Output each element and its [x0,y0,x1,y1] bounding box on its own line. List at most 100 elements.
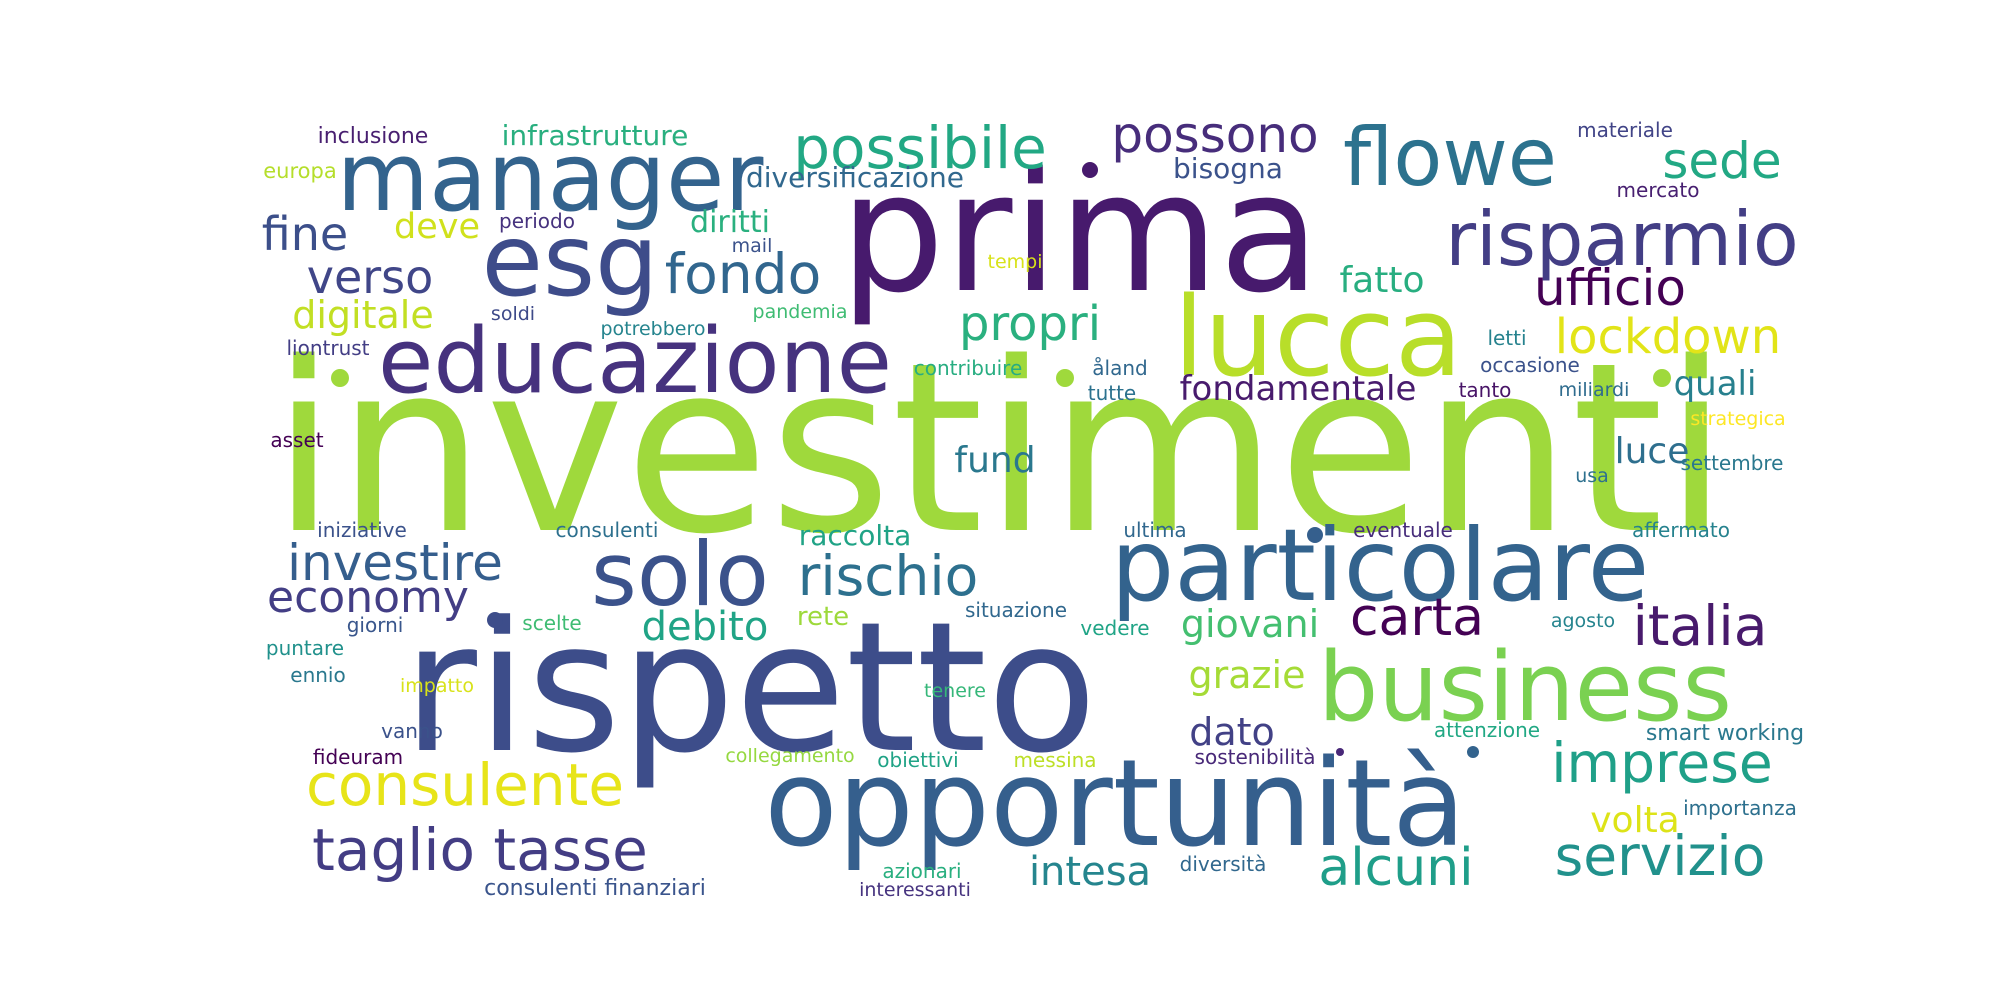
cloud-word: inclusione [318,124,429,149]
cloud-word: infrastrutture [502,119,689,152]
cloud-word: possibile [793,114,1047,182]
cloud-word: messina [1013,748,1096,772]
cloud-word: vanno [381,719,443,743]
cloud-word: consulenti [556,518,659,542]
cloud-word: possono [1111,106,1318,164]
cloud-word: ufficio [1534,259,1686,317]
cloud-word: fideuram [313,745,403,769]
cloud-word: tenere [924,680,986,702]
cloud-word: digitale [292,293,433,337]
cloud-word: pandemia [753,301,848,323]
cloud-word: business [1318,633,1732,743]
cloud-word: åland [1092,356,1147,380]
cloud-word: puntare [266,636,344,660]
cloud-word: usa [1575,465,1609,487]
cloud-word: solo [591,523,769,626]
cloud-word: prima [840,137,1320,329]
cloud-word: giovani [1181,602,1319,646]
cloud-word: opportunità [764,735,1466,874]
cloud-word: fund [954,440,1035,481]
cloud-word: impatto [400,675,474,697]
cloud-dot [1056,369,1074,387]
cloud-word: intesa [1029,849,1151,895]
cloud-word: mercato [1617,178,1700,202]
cloud-word: rispetto [403,584,1097,793]
cloud-dot [1467,746,1479,758]
cloud-word: tanto [1459,378,1512,402]
cloud-word: italia [1633,594,1768,658]
cloud-word: eventuale [1353,518,1453,542]
cloud-word: strategica [1690,408,1785,430]
cloud-word: volta [1590,800,1680,841]
cloud-word: periodo [499,209,575,233]
cloud-word: educazione [378,309,892,414]
cloud-word: collegamento [725,745,854,767]
cloud-word: imprese [1551,731,1773,795]
cloud-word: contribuire [914,356,1023,380]
cloud-word: tempi [988,251,1043,273]
cloud-word: bisogna [1173,152,1283,185]
cloud-word: occasione [1480,353,1580,377]
cloud-dot [1082,162,1098,178]
cloud-word: fondo [665,242,821,306]
cloud-word: europa [263,159,336,183]
cloud-word: diversificazione [746,161,964,194]
cloud-word: fatto [1340,260,1425,301]
cloud-word: potrebbero [600,318,705,340]
cloud-word: carta [1350,588,1484,648]
cloud-word: settembre [1681,451,1784,475]
cloud-word: interessanti [859,879,971,901]
cloud-word: propri [959,296,1101,352]
cloud-word: miliardi [1559,379,1630,401]
cloud-word: fondamentale [1180,369,1417,409]
cloud-word: alcuni [1318,838,1473,898]
cloud-word: smart working [1646,721,1804,746]
cloud-word: affermato [1632,518,1730,542]
cloud-dot [487,612,503,628]
cloud-word: consulente [306,751,624,819]
cloud-word: economy [267,572,469,623]
cloud-word: diversità [1180,852,1267,876]
cloud-word: iniziative [317,518,407,542]
cloud-word: diritti [690,205,770,240]
cloud-dot [1307,527,1323,543]
cloud-word: vedere [1080,616,1149,640]
cloud-word: obiettivi [877,748,958,772]
cloud-word: esg [481,202,658,319]
cloud-dot [1653,369,1671,387]
cloud-word: raccolta [799,519,912,552]
cloud-word: tutte [1088,381,1137,405]
cloud-word: debito [642,604,769,650]
cloud-word: agosto [1551,610,1615,632]
cloud-word: rischio [798,544,979,608]
cloud-word: sede [1662,132,1781,190]
cloud-word: ennio [290,663,345,687]
cloud-word: taglio tasse [312,816,648,884]
cloud-word: situazione [965,598,1067,622]
cloud-word: importanza [1683,796,1797,820]
cloud-word: particolare [1111,507,1650,624]
cloud-word: lockdown [1555,309,1781,365]
cloud-word: investimenti [271,313,1729,586]
cloud-word: lucca [1174,273,1463,401]
cloud-word: attenzione [1434,718,1540,742]
cloud-word: materiale [1577,118,1673,142]
cloud-dot [1336,748,1344,756]
cloud-word: sostenibilità [1195,745,1316,769]
cloud-word: quali [1674,364,1757,404]
cloud-word: dato [1189,710,1275,754]
cloud-word: asset [270,428,323,452]
cloud-word: fine [262,207,348,261]
cloud-word: investire [287,534,503,592]
cloud-word: verso [307,250,434,304]
cloud-word: letti [1487,326,1526,350]
cloud-word: luce [1615,431,1690,472]
cloud-word: azionari [882,859,961,883]
cloud-word: mail [732,235,773,257]
cloud-word: ultima [1123,518,1186,542]
cloud-word: servizio [1555,824,1766,888]
cloud-word: flowe [1343,111,1557,204]
cloud-word: liontrust [286,336,369,360]
